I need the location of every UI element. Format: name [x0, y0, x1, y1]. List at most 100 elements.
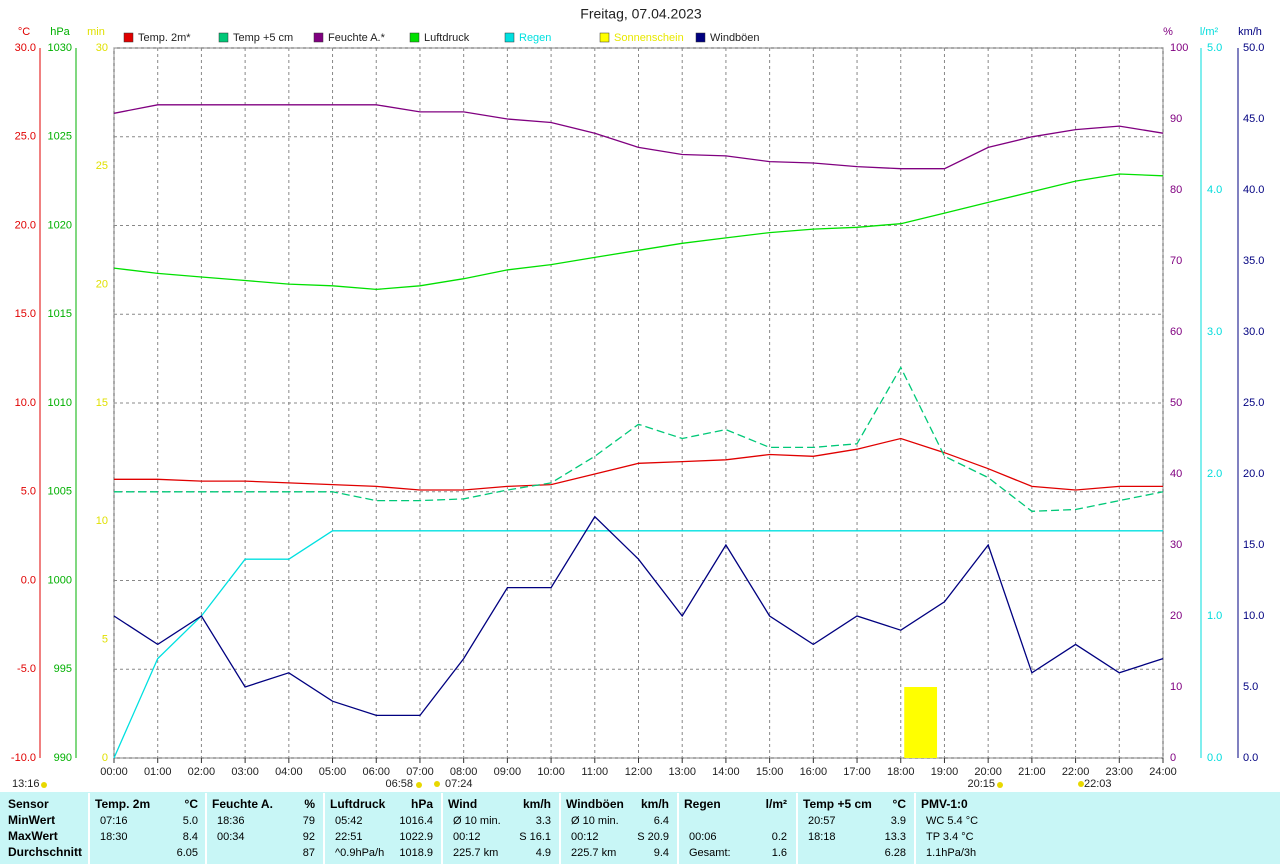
cell-value: 6.05	[177, 847, 198, 859]
y-tick-label: -5.0	[17, 663, 36, 675]
sun-icon	[1078, 781, 1084, 787]
series-line	[114, 366, 1164, 512]
x-tick-label: 23:00	[1106, 766, 1134, 778]
y-tick-label: 5	[102, 634, 108, 646]
x-tick-label: 21:00	[1018, 766, 1046, 778]
column-header: Temp +5 cm	[803, 797, 872, 811]
legend-label: Windböen	[710, 32, 760, 44]
y-tick-label: 45.0	[1243, 113, 1264, 125]
y-tick-label: 15	[96, 397, 108, 409]
cell-value: 6.28	[885, 847, 906, 859]
y-tick-label: 50.0	[1243, 42, 1264, 54]
cell-label: 07:16	[100, 815, 128, 827]
legend-swatch	[599, 32, 610, 43]
sunshine-bar	[904, 687, 938, 758]
cell-label: 18:18	[808, 831, 836, 843]
column-header: Regen	[684, 797, 721, 811]
x-tick-label: 14:00	[712, 766, 740, 778]
y-tick-label: 20	[1170, 610, 1182, 622]
cell-label: 05:42	[335, 815, 363, 827]
x-tick-label: 24:00	[1149, 766, 1177, 778]
time-annotation: 13:16	[12, 778, 40, 790]
legend-swatch	[313, 32, 324, 43]
x-tick-label: 15:00	[756, 766, 784, 778]
y-tick-label: 30.0	[1243, 326, 1264, 338]
y-tick-label: 995	[54, 663, 72, 675]
series-line	[113, 515, 1164, 717]
series-line	[114, 437, 1163, 491]
y-tick-label: 30.0	[15, 42, 36, 54]
legend-swatch	[504, 32, 515, 43]
x-tick-label: 16:00	[800, 766, 828, 778]
x-tick-label: 00:00	[100, 766, 128, 778]
y-tick-label: 20.0	[15, 219, 36, 231]
series-line	[113, 173, 1164, 291]
cell-label: 18:36	[217, 815, 245, 827]
y-tick-label: 70	[1170, 255, 1182, 267]
legend-label: Luftdruck	[424, 32, 470, 44]
y-tick-label: 15.0	[1243, 539, 1264, 551]
cell-value: 5.0	[183, 815, 198, 827]
legend-swatch	[123, 32, 134, 43]
chart-title: Freitag, 07.04.2023	[580, 6, 702, 22]
x-tick-label: 03:00	[231, 766, 259, 778]
cell-label: 1.1hPa/3h	[926, 847, 976, 859]
y-tick-label: 0.0	[1243, 752, 1258, 764]
y-tick-label: 40	[1170, 468, 1182, 480]
legend-label: Sonnenschein	[614, 32, 684, 44]
y-tick-label: 30	[96, 42, 108, 54]
y-tick-label: 0.0	[21, 574, 36, 586]
y-tick-label: 4.0	[1207, 184, 1222, 196]
y-tick-label: 25	[96, 160, 108, 172]
column-header: Temp. 2m	[95, 797, 150, 811]
cell-label: 00:12	[571, 831, 599, 843]
cell-value: S 20.9	[637, 831, 669, 843]
column-unit: °C	[185, 797, 199, 811]
axis-unit: hPa	[50, 26, 70, 38]
y-tick-label: 0	[102, 752, 108, 764]
cell-label: TP 3.4 °C	[926, 831, 974, 843]
axis-unit: km/h	[1238, 26, 1262, 38]
legend-label: Feuchte A.*	[328, 32, 386, 44]
series-line	[113, 530, 1163, 759]
y-tick-label: 2.0	[1207, 468, 1222, 480]
x-tick-label: 13:00	[668, 766, 696, 778]
cell-label: 00:06	[689, 831, 717, 843]
legend-label: Temp +5 cm	[233, 32, 293, 44]
cell-label: WC 5.4 °C	[926, 815, 978, 827]
legend-label: Regen	[519, 32, 551, 44]
column-header: Feuchte A.	[212, 797, 273, 811]
cell-label: Gesamt:	[689, 847, 731, 859]
y-tick-label: -10.0	[11, 752, 36, 764]
cell-label: 18:30	[100, 831, 128, 843]
x-tick-label: 12:00	[625, 766, 653, 778]
cell-value: 1022.9	[399, 831, 433, 843]
column-unit: °C	[893, 797, 907, 811]
row-label: MinWert	[8, 813, 55, 827]
y-tick-label: 30	[1170, 539, 1182, 551]
cell-label: Ø 10 min.	[571, 815, 619, 827]
time-annotation: 22:03	[1084, 778, 1112, 790]
x-tick-label: 20:00	[974, 766, 1002, 778]
legend-swatch	[695, 32, 706, 43]
column-unit: %	[304, 797, 315, 811]
y-tick-label: 10.0	[1243, 610, 1264, 622]
y-tick-label: 10.0	[15, 397, 36, 409]
cell-label: 225.7 km	[453, 847, 498, 859]
x-tick-label: 10:00	[537, 766, 565, 778]
time-annotation: 06:58	[385, 778, 413, 790]
x-tick-label: 18:00	[887, 766, 915, 778]
y-tick-label: 1005	[48, 486, 72, 498]
cell-value: 6.4	[654, 815, 669, 827]
x-tick-label: 08:00	[450, 766, 478, 778]
column-unit: km/h	[641, 797, 669, 811]
y-tick-label: 25.0	[15, 131, 36, 143]
column-header: Luftdruck	[330, 797, 386, 811]
series-line	[113, 104, 1164, 170]
time-annotation: 20:15	[967, 778, 995, 790]
y-tick-label: 1025	[48, 131, 72, 143]
y-tick-label: 0	[1170, 752, 1176, 764]
sun-icon	[434, 781, 440, 787]
y-tick-label: 990	[54, 752, 72, 764]
